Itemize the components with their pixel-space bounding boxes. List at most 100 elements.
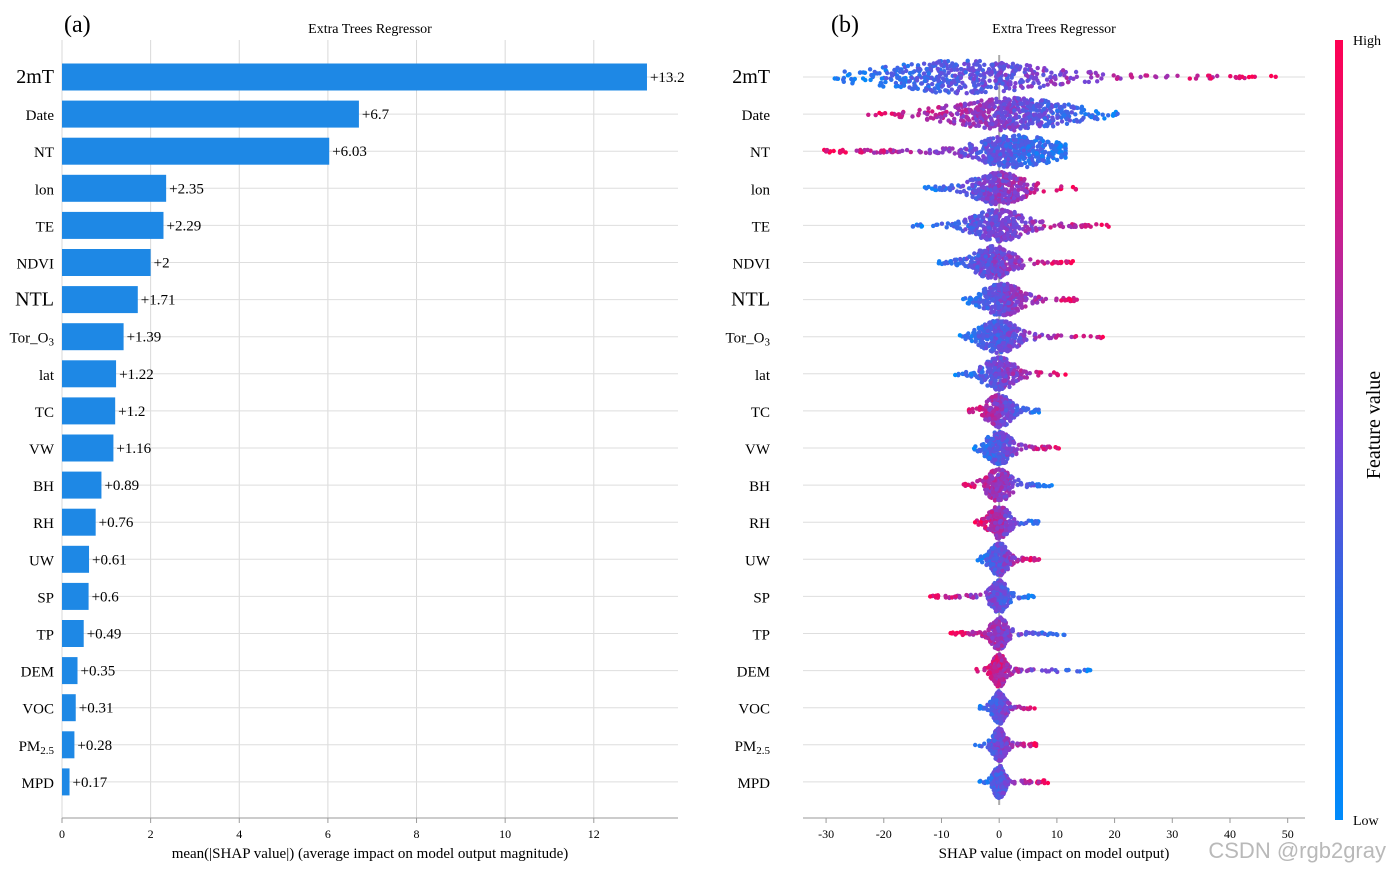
beeswarm-point <box>1002 442 1007 448</box>
beeswarm-point <box>831 148 836 154</box>
beeswarm-point <box>994 96 999 102</box>
beeswarm-point <box>1003 319 1008 324</box>
beeswarm-point <box>1017 226 1022 231</box>
beeswarm-point <box>990 476 995 481</box>
beeswarm-point <box>984 213 990 218</box>
beeswarm-point <box>981 154 986 159</box>
beeswarm-point <box>1012 190 1018 195</box>
beeswarm-point <box>997 99 1002 105</box>
beeswarm-point <box>992 356 997 361</box>
beeswarm-point <box>1073 334 1079 339</box>
beeswarm-point <box>1036 557 1041 562</box>
beeswarm-points <box>822 58 1278 800</box>
beeswarm-point <box>939 221 945 226</box>
beeswarm-point <box>992 171 997 176</box>
beeswarm-point <box>1004 291 1010 297</box>
beeswarm-point <box>1006 197 1011 202</box>
beeswarm-point <box>927 147 932 153</box>
beeswarm-point <box>925 112 930 117</box>
beeswarm-point <box>993 276 998 281</box>
beeswarm-point <box>910 86 916 92</box>
beeswarm-point <box>952 67 957 72</box>
beeswarm-point <box>1016 67 1022 72</box>
beeswarm-point <box>995 300 1000 306</box>
beeswarm-point <box>977 404 983 410</box>
beeswarm-point <box>1003 173 1009 179</box>
beeswarm-point <box>967 121 972 127</box>
beeswarm-point <box>967 254 972 259</box>
beeswarm-point <box>1012 144 1017 149</box>
beeswarm-point <box>989 331 994 337</box>
beeswarm-point <box>871 72 876 78</box>
beeswarm-point <box>999 362 1004 368</box>
beeswarm-point <box>983 116 988 121</box>
beeswarm-point <box>1095 116 1100 122</box>
beeswarm-point <box>1026 139 1031 145</box>
beeswarm-point <box>1026 152 1032 157</box>
beeswarm-point <box>1208 76 1214 81</box>
beeswarm-point <box>993 78 998 83</box>
beeswarm-point <box>983 345 989 351</box>
beeswarm-point <box>1011 490 1016 495</box>
beeswarm-point <box>1002 110 1008 115</box>
beeswarm-point <box>998 70 1003 76</box>
beeswarm-point <box>984 399 990 404</box>
beeswarm-point <box>1029 67 1034 73</box>
feature-label-base: NTL <box>15 289 54 311</box>
beeswarm-point <box>989 509 995 515</box>
beeswarm-point <box>926 184 931 190</box>
beeswarm-point <box>1015 412 1020 417</box>
beeswarm-point <box>843 150 848 155</box>
feature-label-base: TP <box>36 628 54 644</box>
beeswarm-point <box>1025 164 1030 170</box>
beeswarm-point <box>979 98 984 103</box>
beeswarm-point <box>975 61 980 66</box>
beeswarm-point <box>1020 107 1026 113</box>
beeswarm-point <box>994 232 999 237</box>
beeswarm-point <box>987 300 992 305</box>
beeswarm-point <box>1018 119 1024 124</box>
beeswarm-point <box>915 63 921 68</box>
beeswarm-point <box>1044 77 1050 82</box>
bar <box>62 694 76 722</box>
feature-label-base: MPD <box>21 776 54 792</box>
beeswarm-point <box>1007 125 1012 130</box>
beeswarm-point <box>996 467 1002 472</box>
beeswarm-point <box>1000 115 1005 121</box>
beeswarm-point <box>1034 151 1039 156</box>
beeswarm-point <box>1035 135 1040 140</box>
beeswarm-point <box>1019 482 1024 487</box>
beeswarm-point <box>1013 137 1019 143</box>
beeswarm-point <box>980 158 985 163</box>
beeswarm-point <box>1011 100 1016 105</box>
feature-label: TE <box>36 219 54 235</box>
beeswarm-point <box>935 66 940 72</box>
beeswarm-point <box>976 334 981 339</box>
feature-label-subscript: 2.5 <box>40 745 54 757</box>
beeswarm-point <box>990 62 995 67</box>
beeswarm-point <box>1001 65 1006 70</box>
beeswarm-point <box>961 119 966 124</box>
beeswarm-point <box>1006 219 1012 224</box>
beeswarm-point <box>978 66 983 71</box>
feature-label: NDVI <box>17 257 55 273</box>
beeswarm-point <box>1063 372 1068 377</box>
beeswarm-point <box>986 175 991 180</box>
beeswarm-point <box>1002 123 1008 129</box>
beeswarm-point <box>969 264 974 269</box>
beeswarm-point <box>1008 414 1014 419</box>
beeswarm-point <box>1059 298 1064 303</box>
beeswarm-point <box>939 62 944 68</box>
beeswarm-point <box>982 451 987 456</box>
beeswarm-point <box>1029 186 1034 192</box>
beeswarm-point <box>1010 371 1016 376</box>
beeswarm-point <box>990 436 996 442</box>
feature-label-base: SP <box>37 590 54 606</box>
beeswarm-point <box>1011 180 1016 185</box>
beeswarm-point <box>1012 155 1017 160</box>
beeswarm-point <box>893 80 899 86</box>
beeswarm-point <box>1007 267 1012 272</box>
beeswarm-point <box>986 515 991 521</box>
bar-value-label: +0.6 <box>92 589 120 605</box>
beeswarm-point <box>936 85 941 91</box>
